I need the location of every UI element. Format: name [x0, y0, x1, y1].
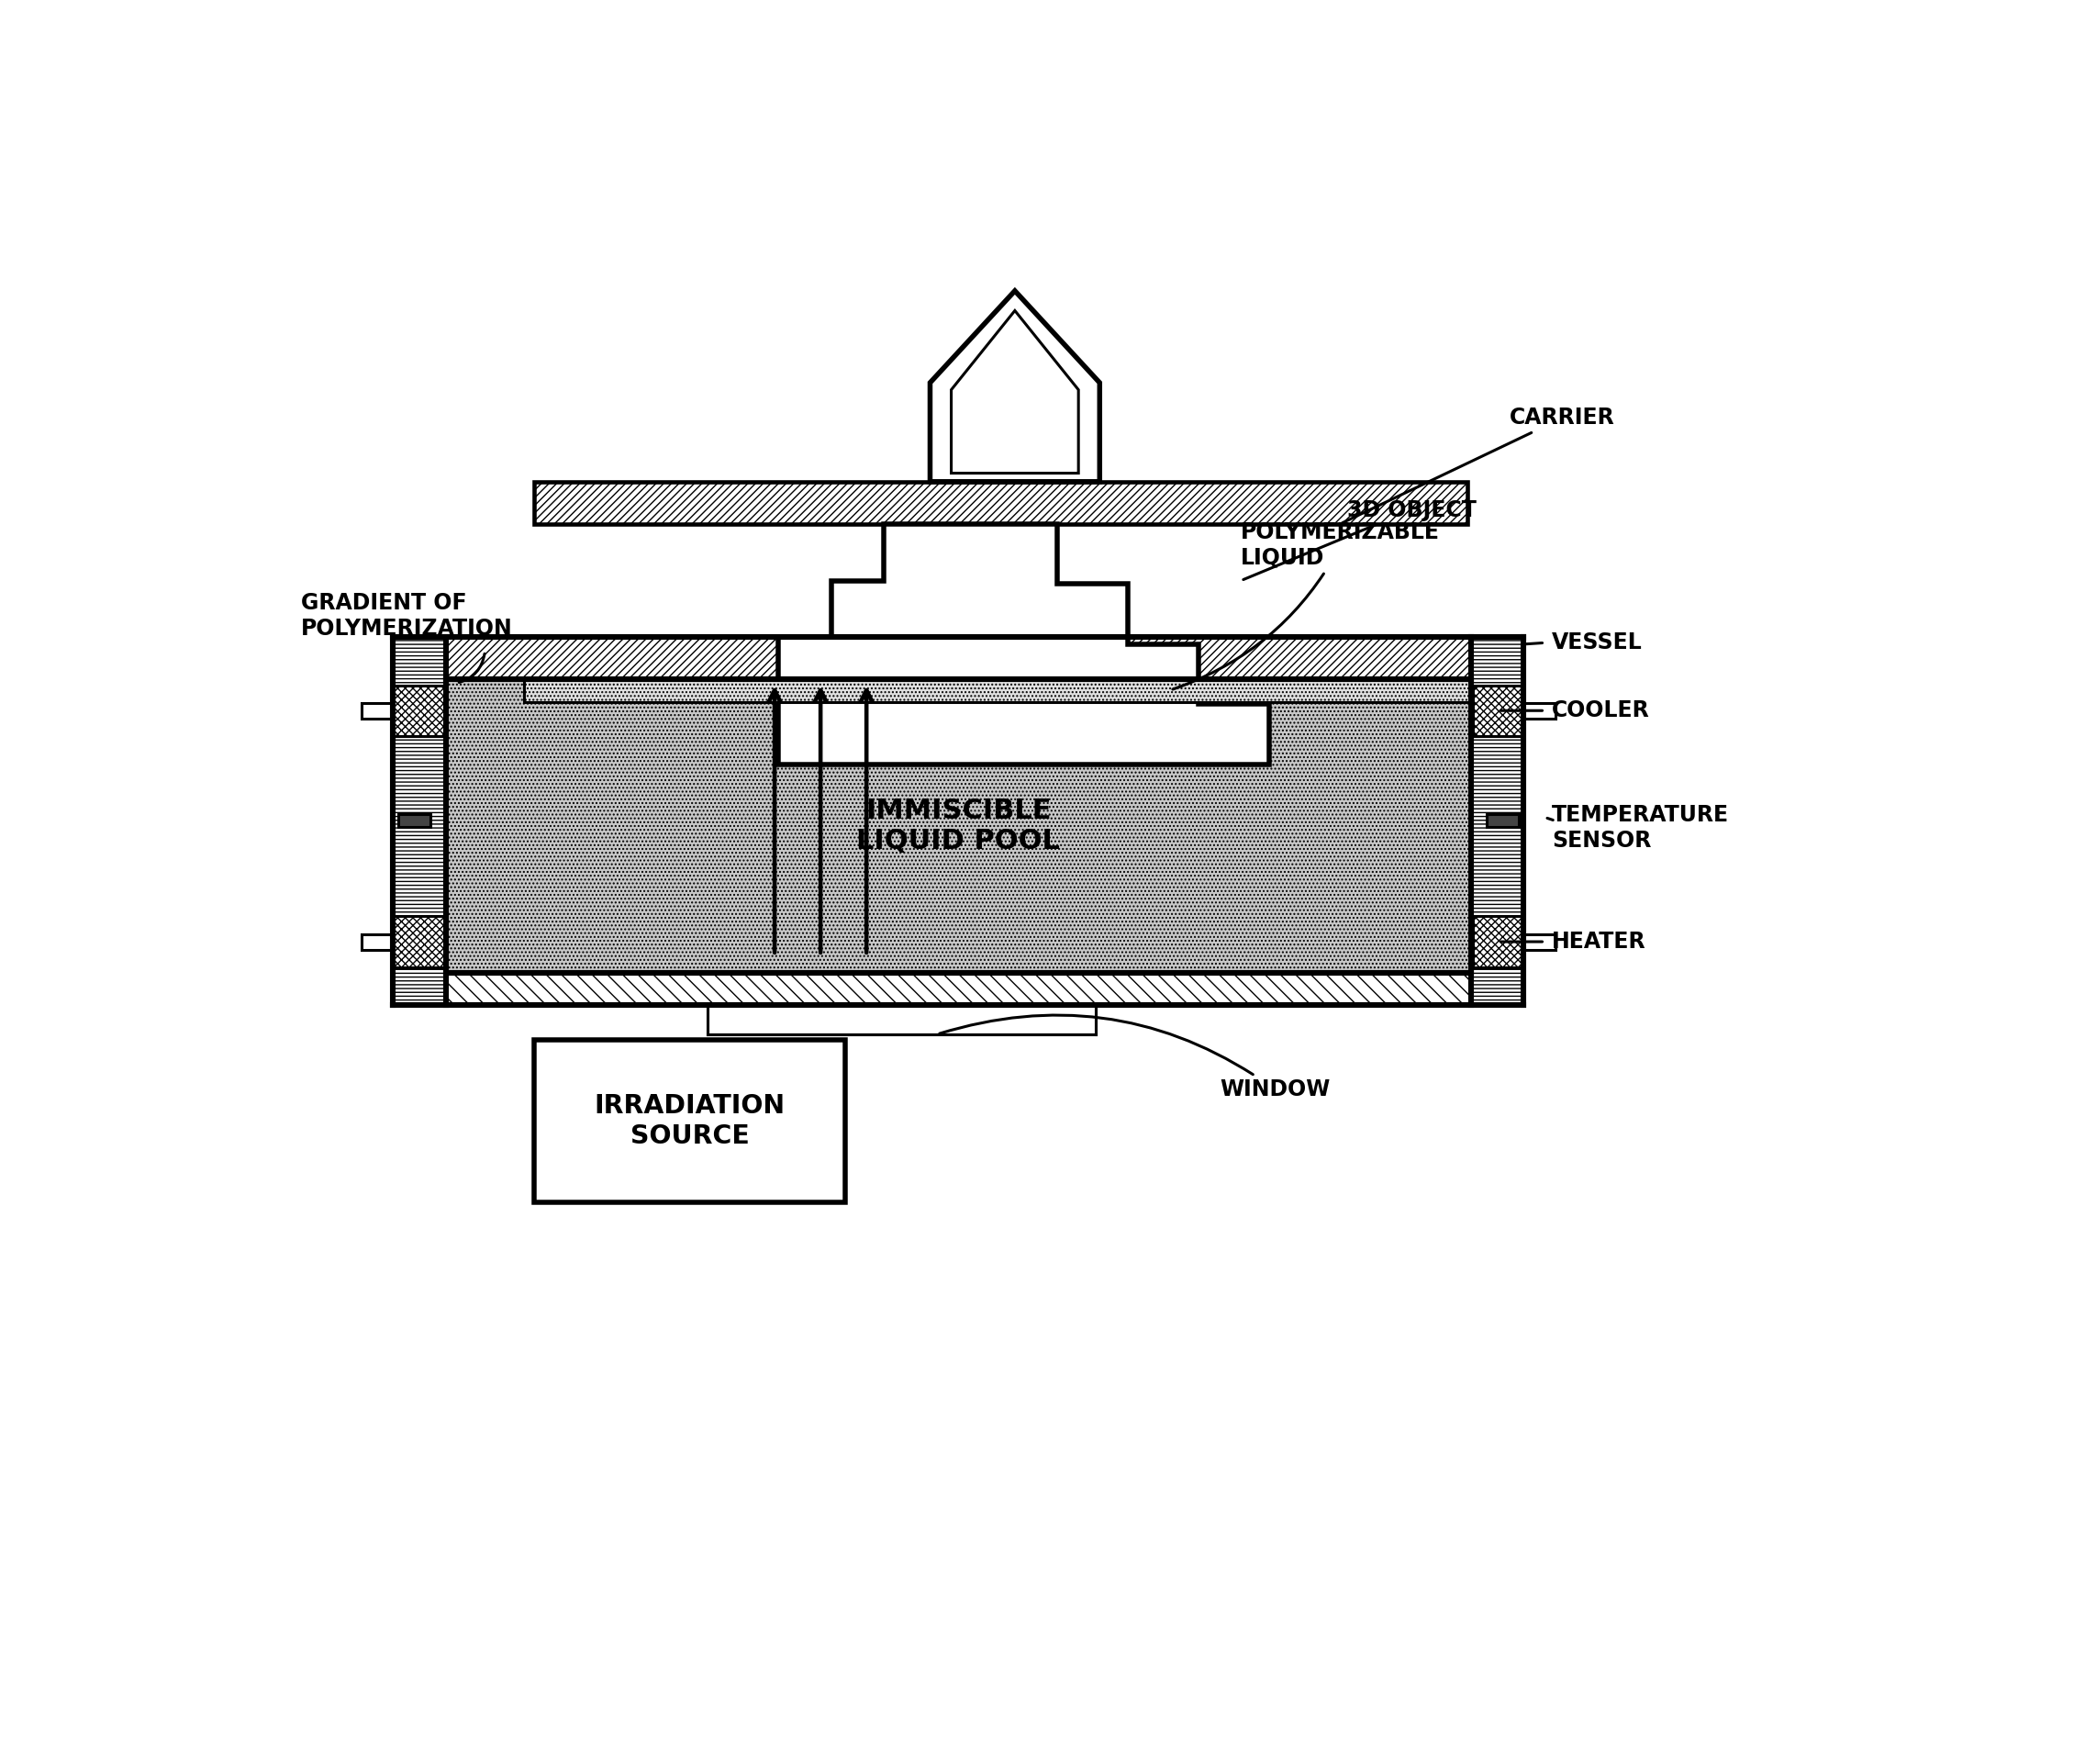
Text: HEATER: HEATER — [1551, 931, 1645, 953]
Bar — [1472, 916, 1524, 967]
Polygon shape — [930, 291, 1099, 482]
Text: COOLER: COOLER — [1551, 700, 1649, 721]
Bar — [446, 637, 1470, 679]
Bar — [707, 1005, 1097, 1034]
Bar — [394, 684, 444, 736]
Text: IMMISCIBLE
LIQUID POOL: IMMISCIBLE LIQUID POOL — [857, 797, 1059, 856]
Text: GRADIENT OF
POLYMERIZATION: GRADIENT OF POLYMERIZATION — [300, 593, 513, 640]
Bar — [361, 933, 394, 949]
Bar — [446, 679, 1470, 972]
Bar — [446, 972, 1470, 1005]
Bar — [394, 916, 444, 967]
Bar — [1487, 815, 1518, 827]
Text: CARRIER: CARRIER — [1343, 407, 1614, 522]
Text: IRRADIATION
SOURCE: IRRADIATION SOURCE — [594, 1094, 786, 1148]
Bar — [1524, 702, 1555, 718]
Bar — [398, 815, 430, 827]
Bar — [523, 679, 1470, 702]
Bar — [361, 702, 394, 718]
Bar — [394, 637, 446, 1005]
Bar — [1470, 637, 1524, 1005]
Polygon shape — [778, 524, 1270, 764]
Bar — [534, 482, 1468, 524]
Bar — [1472, 684, 1524, 736]
Bar — [534, 1041, 844, 1203]
Text: POLYMERIZABLE
LIQUID: POLYMERIZABLE LIQUID — [1172, 522, 1441, 690]
Text: VESSEL: VESSEL — [1551, 632, 1643, 654]
Text: 3D OBJECT: 3D OBJECT — [1243, 499, 1476, 580]
Polygon shape — [951, 310, 1078, 473]
Text: TEMPERATURE
SENSOR: TEMPERATURE SENSOR — [1551, 804, 1728, 852]
Text: WINDOW: WINDOW — [940, 1014, 1330, 1101]
Bar — [1524, 933, 1555, 949]
